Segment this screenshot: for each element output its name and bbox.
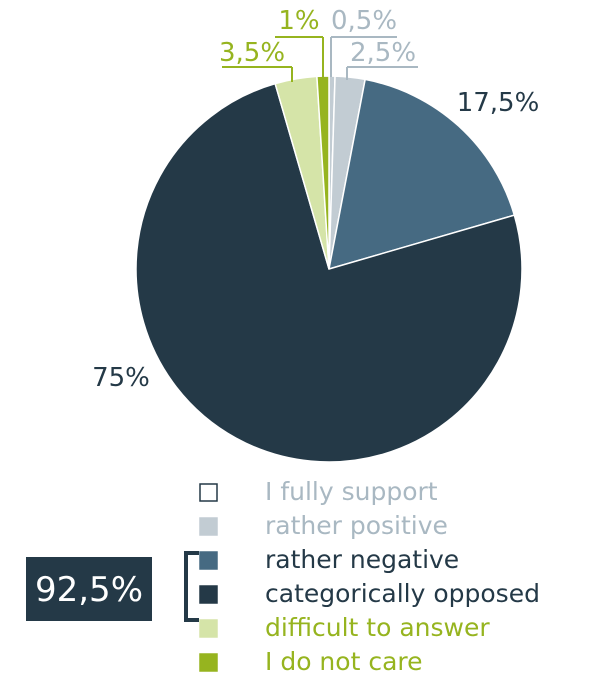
legend: I fully support rather positive rather neg… xyxy=(199,477,540,676)
slice-value-label: 1% xyxy=(278,6,319,36)
slice-value-label: 3,5% xyxy=(219,38,285,68)
legend-label: I do not care xyxy=(265,647,423,676)
pie-slice-rather-negative xyxy=(328,78,516,271)
slice-value-label: 0,5% xyxy=(331,6,397,36)
legend-swatch xyxy=(199,585,218,604)
leader-line xyxy=(346,66,418,80)
leader-line xyxy=(275,36,324,77)
bracket-line xyxy=(184,551,199,622)
slice-value-labels: 0,5%2,5% 17,5% 75% 3,5%1% xyxy=(92,6,539,393)
slice-value-label: 17,5% xyxy=(457,88,540,118)
legend-swatch xyxy=(199,483,218,502)
legend-swatch xyxy=(199,551,218,570)
pie-slice-categorically-opposed xyxy=(135,82,523,463)
legend-label: rather negative xyxy=(265,545,459,574)
pie-slices xyxy=(135,75,523,463)
legend-label: categorically opposed xyxy=(265,579,540,608)
legend-swatch xyxy=(199,653,218,672)
legend-swatch xyxy=(199,619,218,638)
leader-lines xyxy=(222,36,418,82)
legend-label: rather positive xyxy=(265,511,448,540)
bracket-total-label: 92,5% xyxy=(35,570,143,610)
leader-line xyxy=(330,36,397,77)
legend-label: difficult to answer xyxy=(265,613,490,642)
legend-label: I fully support xyxy=(265,477,438,506)
slice-value-label: 2,5% xyxy=(350,38,416,68)
bracket-total-box xyxy=(26,557,152,621)
leader-line xyxy=(222,66,293,82)
legend-swatch xyxy=(199,517,218,536)
slice-value-label: 75% xyxy=(92,363,150,393)
bracket-group: 92,5% xyxy=(26,551,199,622)
